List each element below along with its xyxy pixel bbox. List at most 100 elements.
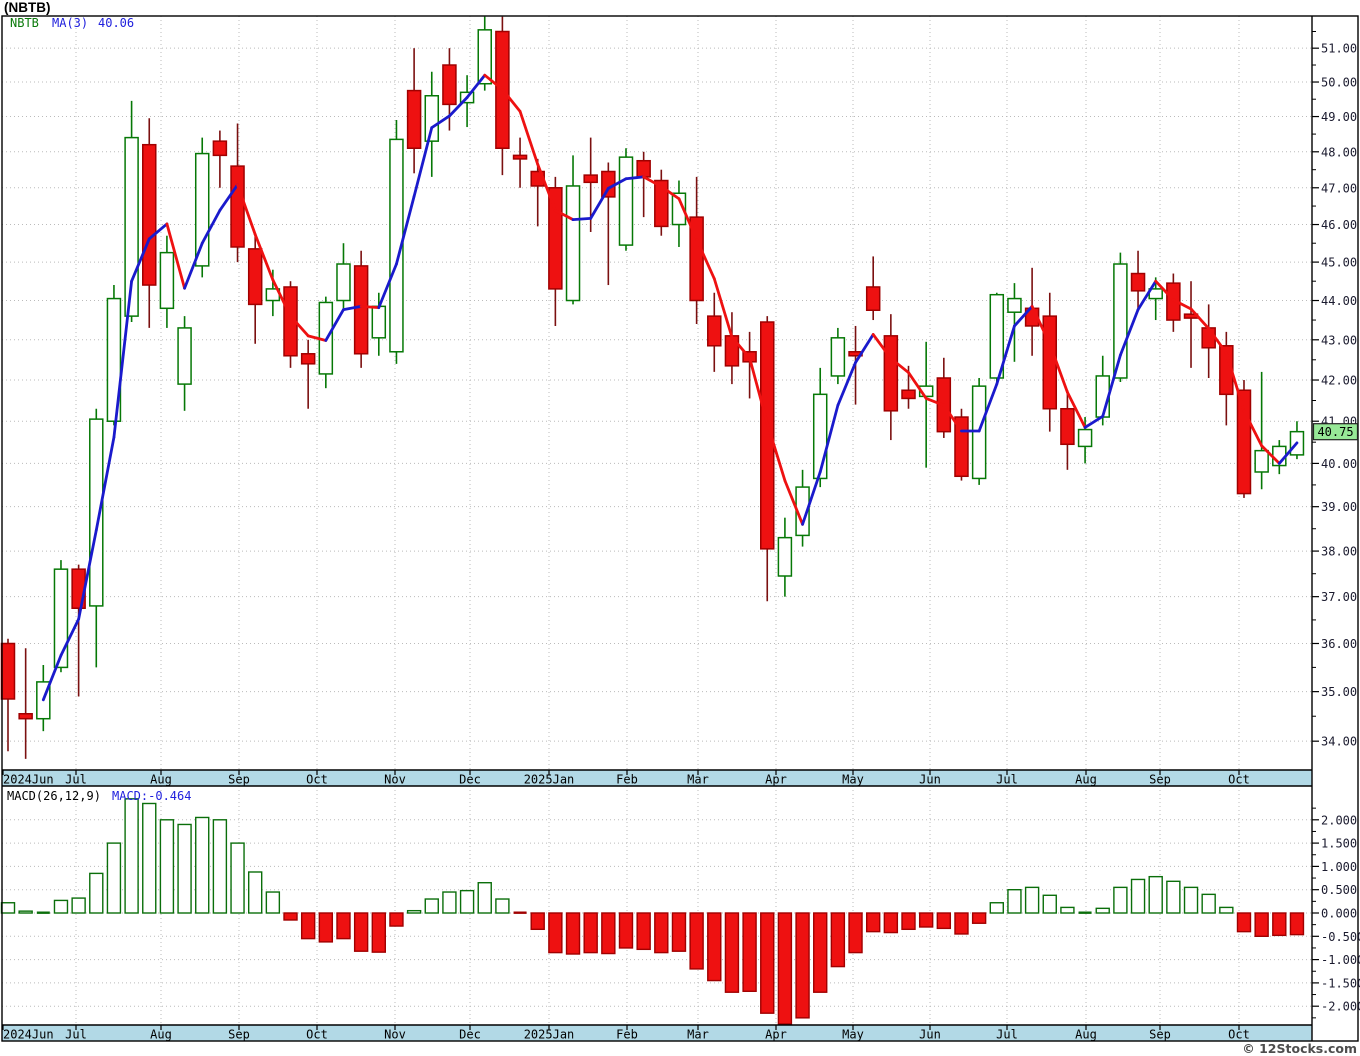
ma3-segment xyxy=(130,237,151,283)
candle-up xyxy=(1113,263,1128,379)
candle-down xyxy=(707,315,722,347)
macd-tick-label: 2.000 xyxy=(1321,813,1357,827)
candle-up xyxy=(671,192,687,226)
ma3-segment xyxy=(324,308,345,342)
ma3-segment xyxy=(1048,342,1069,394)
month-label: Feb xyxy=(616,1028,638,1042)
candle-up xyxy=(830,337,846,377)
ma3-segment xyxy=(642,175,663,188)
candle-down xyxy=(406,89,422,149)
macd-bar-negative xyxy=(795,912,810,1019)
ma3-segment xyxy=(1242,409,1264,448)
month-label: Jul xyxy=(65,1028,87,1042)
moving-average-line xyxy=(41,73,1299,702)
macd-bar-negative xyxy=(548,912,563,954)
price-tick-label: 43.00 xyxy=(1321,333,1357,347)
candle-up xyxy=(424,95,440,142)
ma3-segment xyxy=(712,277,734,339)
ma3-segment xyxy=(977,382,999,433)
macd-bar-positive xyxy=(159,819,175,914)
candle-down xyxy=(1236,389,1252,495)
month-label: Jul xyxy=(996,1028,1018,1042)
candle-down xyxy=(583,174,598,184)
ma3-segment xyxy=(730,335,751,360)
axis-labels: 51.00 50.00 49.00 48.00 47.00 46.00 45.00 44.00… xyxy=(2,31,1360,1042)
ma3-segment xyxy=(659,185,681,201)
macd-bar-negative xyxy=(760,912,775,1014)
macd-bar-negative xyxy=(530,912,545,931)
ma3-segment xyxy=(200,208,222,245)
price-tick-label: 40.00 xyxy=(1321,457,1357,471)
ma3-segment xyxy=(430,114,451,130)
candle-down xyxy=(442,64,457,106)
macd-bar-negative xyxy=(371,912,386,953)
last-price-value: 40.75 xyxy=(1317,425,1353,439)
candle-down xyxy=(1166,282,1181,321)
macd-bar-negative xyxy=(848,912,863,954)
month-label: Mar xyxy=(687,773,709,787)
candle-down xyxy=(247,248,263,306)
candle-down xyxy=(1042,315,1058,410)
macd-bar-negative xyxy=(283,912,298,921)
month-label: Jul xyxy=(65,773,87,787)
macd-bar-negative xyxy=(1254,912,1269,937)
candle-down xyxy=(1130,272,1146,292)
candle-up xyxy=(159,251,175,310)
ma3-segment xyxy=(889,357,910,374)
candle-up xyxy=(371,305,387,339)
macd-tick-label: 0.000 xyxy=(1321,907,1357,921)
macd-tick-label: 1.000 xyxy=(1321,860,1357,874)
macd-bar-negative xyxy=(565,912,581,955)
ma3-segment xyxy=(606,177,628,190)
candlestick-series xyxy=(0,16,1305,759)
price-tick-label: 34.00 xyxy=(1321,735,1357,749)
macd-bar-negative xyxy=(936,912,952,930)
macd-bar-negative xyxy=(336,912,351,940)
macd-bar-positive xyxy=(71,897,86,914)
macd-bar-negative xyxy=(901,912,916,931)
candle-up xyxy=(777,536,793,577)
macd-bar-positive xyxy=(989,902,1004,914)
macd-bar-positive xyxy=(1201,893,1216,914)
macd-bar-negative xyxy=(918,912,934,928)
price-tick-label: 46.00 xyxy=(1321,218,1357,232)
candle-up xyxy=(1007,297,1022,313)
last-price-badge: 40.75 xyxy=(1312,423,1359,441)
candle-down xyxy=(1060,407,1075,446)
ma3-segment xyxy=(518,109,540,166)
ma3-segment xyxy=(412,126,434,198)
candle-up xyxy=(194,152,210,267)
ma3-segment xyxy=(147,222,169,241)
month-label: Jun xyxy=(919,1028,941,1042)
ma3-segment xyxy=(1013,304,1034,328)
candle-up xyxy=(812,393,828,480)
month-label: Aug xyxy=(150,773,172,787)
month-label: Dec xyxy=(459,1028,481,1042)
macd-bar-positive xyxy=(177,823,192,914)
month-label: 2024Jun xyxy=(3,1028,54,1042)
ma3-segment xyxy=(1154,279,1175,302)
macd-tick-label: -2.000 xyxy=(1321,1000,1360,1014)
ma3-segment xyxy=(801,470,822,526)
ma3-segment xyxy=(765,421,787,482)
ma3-segment xyxy=(1207,327,1228,355)
ma3-segment xyxy=(1066,390,1087,429)
macd-bar-positive xyxy=(459,889,475,914)
month-label: Feb xyxy=(616,773,638,787)
ma3-segment xyxy=(624,175,646,181)
ma3-segment xyxy=(1118,308,1140,357)
macd-tick-label: 1.500 xyxy=(1321,837,1357,851)
ma3-segment xyxy=(306,334,328,342)
ma3-segment xyxy=(924,397,946,407)
candle-down xyxy=(689,216,704,302)
macd-bar-positive xyxy=(1113,886,1128,914)
ma3-segment xyxy=(465,73,487,99)
macd-bar-negative xyxy=(742,912,757,992)
macd-bar-positive xyxy=(124,798,139,914)
candle-down xyxy=(300,353,316,365)
macd-bar-positive xyxy=(195,816,210,914)
ma3-segment xyxy=(448,96,469,118)
price-tick-label: 39.00 xyxy=(1321,500,1357,514)
price-tick-label: 51.00 xyxy=(1321,42,1357,56)
macd-bar-negative xyxy=(654,912,669,954)
